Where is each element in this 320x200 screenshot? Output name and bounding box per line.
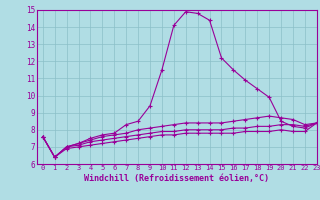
X-axis label: Windchill (Refroidissement éolien,°C): Windchill (Refroidissement éolien,°C) xyxy=(84,174,269,183)
